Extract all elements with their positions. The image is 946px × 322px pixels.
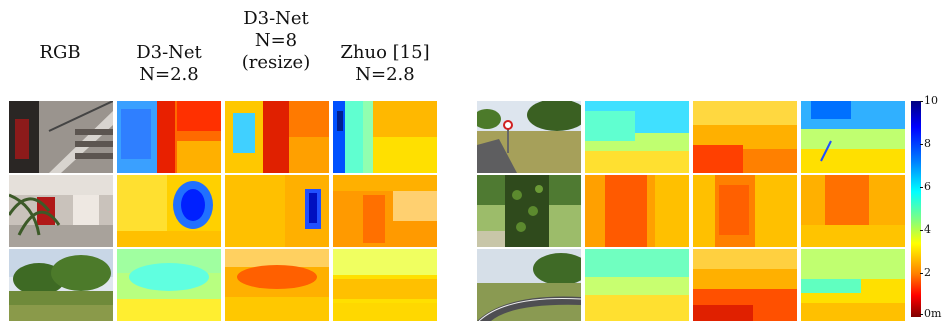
depth-map-zhuo-row6 [801, 249, 905, 321]
rgb-photo-indoor-plant [9, 175, 113, 247]
depth-map-d3net-n8-row2 [225, 175, 329, 247]
depth-map-d3net-n8-row1 [225, 101, 329, 173]
depth-map-d3net-n2.8-row6 [585, 249, 689, 321]
depth-map-d3net-n2.8-row2 [117, 175, 221, 247]
depth-map-d3net-n2.8-row5 [585, 175, 689, 247]
header-d3net-n8-resize: D3-Net N=8 (resize) [241, 8, 311, 73]
colorbar-tick-2: 2 [920, 266, 931, 279]
depth-map-d3net-n2.8-row1 [117, 101, 221, 173]
depth-map-zhuo-row2 [333, 175, 437, 247]
depth-map-d3net-n8-row3 [225, 249, 329, 321]
rgb-photo-road-sign [477, 101, 581, 173]
header-zhuo: Zhuo [15] N=2.8 [340, 42, 430, 85]
colorbar-tick-8: 8 [920, 137, 931, 150]
rgb-photo-road-curve [477, 249, 581, 321]
depth-map-zhuo-row1 [333, 101, 437, 173]
depth-map-d3net-n8-row6 [693, 249, 797, 321]
depth-map-zhuo-row3 [333, 249, 437, 321]
colorbar-tick-4: 4 [920, 223, 931, 236]
depth-map-d3net-n8-row4 [693, 101, 797, 173]
rgb-photo-ivy-tree [477, 175, 581, 247]
depth-map-d3net-n8-row5 [693, 175, 797, 247]
depth-colorbar [911, 101, 921, 317]
colorbar-tick-0m: 0m [919, 307, 942, 320]
depth-map-d3net-n2.8-row3 [117, 249, 221, 321]
rgb-photo-indoor-stairs [9, 101, 113, 173]
rgb-photo-park-trees [9, 249, 113, 321]
depth-map-zhuo-row4 [801, 101, 905, 173]
header-rgb: RGB [39, 42, 81, 63]
depth-map-zhuo-row5 [801, 175, 905, 247]
colorbar-tick-6: 6 [920, 180, 931, 193]
depth-map-d3net-n2.8-row4 [585, 101, 689, 173]
header-d3net-n2.8: D3-Net N=2.8 [136, 42, 202, 85]
colorbar-tick-10: 10 [920, 94, 938, 107]
